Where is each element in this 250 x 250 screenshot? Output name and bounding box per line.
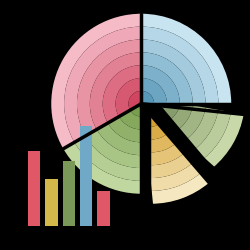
Wedge shape bbox=[51, 14, 141, 149]
Wedge shape bbox=[63, 142, 141, 194]
Wedge shape bbox=[128, 91, 141, 110]
Bar bbox=[45, 179, 58, 226]
Wedge shape bbox=[155, 99, 168, 108]
Bar bbox=[62, 161, 75, 226]
Wedge shape bbox=[188, 108, 218, 148]
Bar bbox=[80, 126, 92, 226]
Bar bbox=[28, 151, 40, 226]
Wedge shape bbox=[119, 110, 141, 130]
Wedge shape bbox=[141, 52, 193, 104]
Wedge shape bbox=[141, 78, 167, 104]
Wedge shape bbox=[77, 40, 141, 136]
Wedge shape bbox=[86, 130, 141, 168]
Wedge shape bbox=[180, 106, 206, 138]
Wedge shape bbox=[90, 52, 141, 130]
Wedge shape bbox=[108, 116, 141, 142]
Wedge shape bbox=[130, 104, 141, 117]
Wedge shape bbox=[151, 143, 184, 165]
Wedge shape bbox=[74, 136, 141, 181]
Wedge shape bbox=[151, 134, 176, 152]
Wedge shape bbox=[64, 26, 141, 142]
Wedge shape bbox=[103, 65, 141, 123]
Bar bbox=[98, 191, 110, 226]
Wedge shape bbox=[141, 91, 154, 104]
Wedge shape bbox=[141, 26, 218, 104]
Wedge shape bbox=[163, 101, 180, 118]
Wedge shape bbox=[97, 123, 141, 155]
Wedge shape bbox=[141, 14, 231, 104]
Wedge shape bbox=[196, 110, 231, 158]
Wedge shape bbox=[141, 40, 206, 104]
Wedge shape bbox=[172, 103, 193, 128]
Wedge shape bbox=[151, 173, 209, 204]
Wedge shape bbox=[151, 163, 201, 191]
Wedge shape bbox=[151, 114, 160, 126]
Wedge shape bbox=[204, 112, 244, 168]
Wedge shape bbox=[151, 124, 168, 140]
Wedge shape bbox=[151, 153, 192, 178]
Wedge shape bbox=[116, 78, 141, 116]
Wedge shape bbox=[141, 65, 180, 104]
